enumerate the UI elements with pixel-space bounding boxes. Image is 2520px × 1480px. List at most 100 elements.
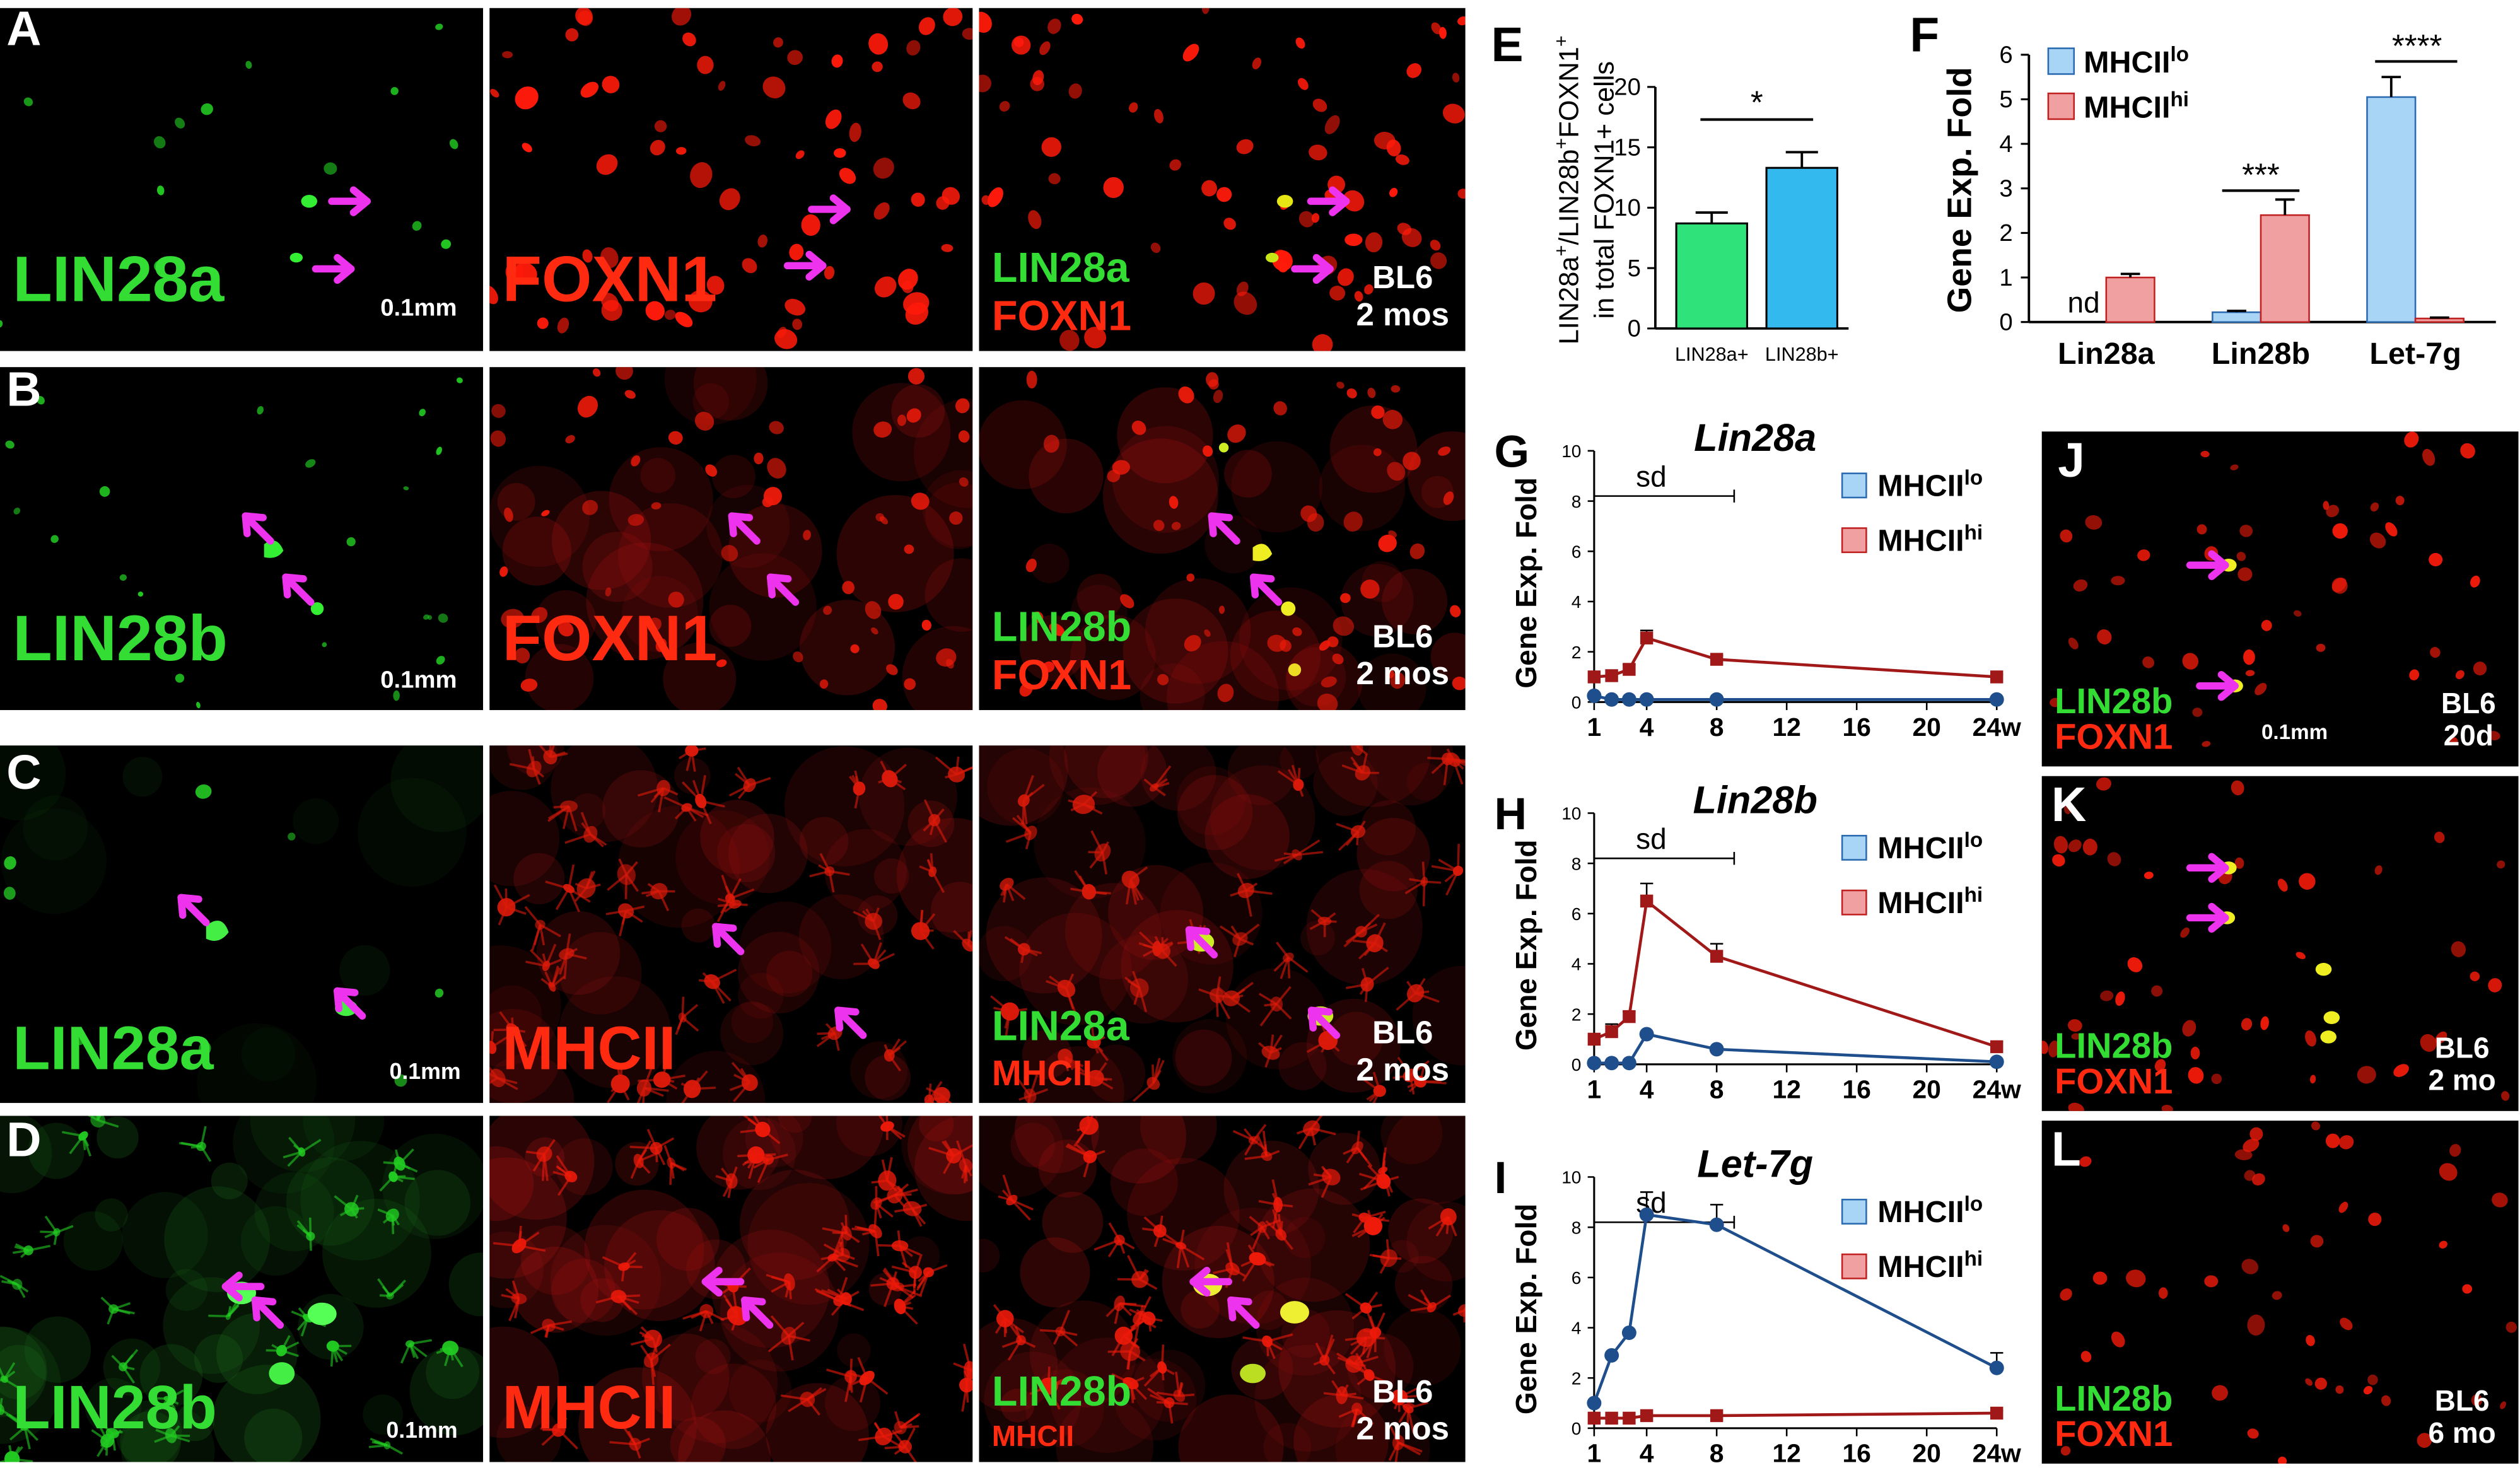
cell-blob [2255,682,2267,696]
tissue-haze [1,808,107,914]
cell-process [1356,1131,1360,1148]
cell-blob [745,135,761,147]
strain-label: BL6 [1372,1375,1433,1411]
y-tick-label: 0 [1628,315,1641,342]
cell-process [658,890,670,912]
cell-blob [2449,737,2458,745]
data-point [1709,1042,1724,1057]
tissue-haze [731,1001,774,1044]
cell-process [873,1203,878,1229]
cell-blob [2053,836,2068,854]
age-label: 20d [2443,720,2494,753]
cell-process [1277,770,1299,786]
cell-process [955,756,960,775]
cell-process [511,1280,520,1300]
cell-process [23,1426,31,1450]
cell-process [730,1166,738,1182]
cell-process [682,1017,699,1032]
cell-process [440,1346,451,1351]
cell-blob [849,122,861,143]
cell-process [557,1417,568,1431]
cell-blob [1267,634,1286,652]
cell-blob [906,408,921,423]
cell-process [1153,1230,1161,1247]
cell-process [998,1195,1012,1201]
cell-process [1138,988,1148,1013]
cell-process [1357,820,1366,832]
legend-swatch [2047,47,2075,75]
cell-blob [921,619,931,631]
series-line [1594,1032,1997,1065]
cell-blob [2357,1066,2376,1084]
legend-label: MHCIIhi [1877,1247,1983,1284]
cell-process [399,1148,414,1165]
cell-process [1244,1155,1267,1160]
cell-blob [288,832,296,841]
cell-blob [1364,284,1374,295]
cell-process [1415,990,1430,994]
cell-process [626,905,645,912]
cell-process [602,1256,625,1268]
cell-process [1363,1217,1373,1232]
cell-blob [904,678,916,690]
cell-blob [23,97,33,107]
cell-process [280,1335,291,1351]
cell-process [1129,879,1137,905]
cell-blob [2204,1275,2219,1288]
cell-process [1407,1080,1421,1088]
cell-blob [1317,693,1338,711]
cell-process [580,812,592,835]
strain-age-label: BL6 6 mo [2428,1384,2495,1451]
cell-process [699,800,712,825]
tissue-haze [1070,585,1128,642]
cell-blob [489,285,498,305]
cell-blob [390,87,399,95]
cell-blob [1059,330,1080,351]
cell-process [927,859,934,873]
tissue-haze [766,1383,869,1462]
cell-process [705,1310,714,1324]
cell-process [749,777,771,786]
cell-process [1213,1267,1233,1274]
strain-age-label: BL6 2 mos [1356,1375,1449,1449]
cell-process [351,1208,358,1219]
cell-blob [2092,1271,2108,1285]
cell-process [1336,1352,1355,1365]
tissue-haze [1412,965,1466,1066]
tissue-haze [122,757,163,797]
x-tick-label: 8 [1710,713,1724,742]
cell-blob [427,615,432,621]
cell-blob [435,988,444,998]
cell-blob [2439,1163,2458,1181]
cell-blob [73,1033,86,1046]
y-tick-label: 2 [1572,643,1582,662]
cell-process [919,913,936,932]
cell-process [1240,1257,1258,1267]
cell-process [1011,1199,1031,1221]
cell-process [541,1154,545,1181]
cell-process [590,833,604,848]
cell-process [1409,1060,1430,1076]
data-point [1605,1025,1618,1039]
cell-process [871,1179,887,1184]
tissue-haze [1065,883,1162,980]
tissue-haze [728,813,808,894]
cell-process [1064,1056,1070,1071]
cell-blob [3,887,16,900]
tissue-haze [930,882,973,940]
x-tick-label: 24w [1973,1075,2021,1104]
pointer-arrow-icon [2196,671,2239,701]
cell-process [638,1160,651,1174]
cell-process [832,1256,846,1271]
cell-process [721,1285,734,1295]
stain-label-lin28a: LIN28a [13,1016,214,1084]
stain-label-foxn1: FOXN1 [502,244,718,315]
cell-process [724,903,736,913]
cell-process [1365,1291,1379,1309]
cell-blob [490,89,499,98]
tissue-haze [984,1351,1082,1449]
cell-process [548,1320,572,1327]
cell-blob [979,11,992,33]
cell-process [1364,984,1368,1002]
cell-process [670,1162,687,1171]
